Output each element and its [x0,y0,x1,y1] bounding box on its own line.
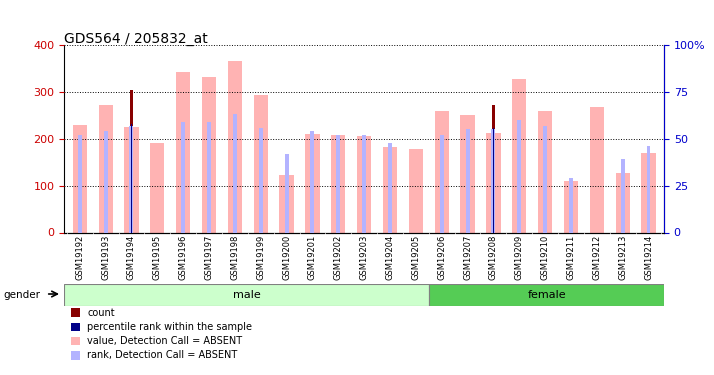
Bar [181,122,185,232]
Text: gender: gender [4,290,41,300]
Text: GSM19213: GSM19213 [618,235,627,280]
Text: GSM19208: GSM19208 [489,235,498,280]
Bar [73,124,87,232]
Text: GSM19200: GSM19200 [282,235,291,280]
Bar [176,72,191,232]
Bar [461,116,475,232]
Text: GSM19199: GSM19199 [256,235,265,280]
Bar [440,135,443,232]
Text: GSM19194: GSM19194 [127,235,136,280]
Bar [202,77,216,232]
Bar [590,107,604,232]
Text: GSM19198: GSM19198 [231,235,239,280]
Text: GSM19210: GSM19210 [540,235,550,280]
Text: GSM19214: GSM19214 [644,235,653,280]
Bar [517,120,521,232]
Bar [233,114,237,232]
Bar [569,178,573,232]
Text: male: male [233,290,261,300]
Text: GSM19204: GSM19204 [386,235,395,280]
Bar [131,124,132,232]
Bar [543,126,547,232]
Text: GSM19206: GSM19206 [437,235,446,280]
Text: GSM19201: GSM19201 [308,235,317,280]
Bar [99,105,113,232]
Bar [130,90,133,232]
Bar [646,146,650,232]
Bar [641,153,655,232]
Bar [383,147,397,232]
Text: female: female [528,290,566,300]
Text: rank, Detection Call = ABSENT: rank, Detection Call = ABSENT [87,350,237,360]
Bar [258,128,263,232]
Bar [620,159,625,232]
Bar [150,142,164,232]
Bar [388,142,392,232]
Text: GSM19205: GSM19205 [411,235,421,280]
Bar [466,129,470,232]
Text: GSM19197: GSM19197 [204,235,213,280]
Bar [362,135,366,232]
Bar [357,136,371,232]
Bar [228,62,242,232]
Bar [491,129,496,232]
Text: percentile rank within the sample: percentile rank within the sample [87,322,252,332]
Text: GSM19211: GSM19211 [566,235,575,280]
Bar [493,128,494,232]
Bar [78,135,82,232]
Bar [285,154,288,232]
Bar [486,133,501,232]
Bar [408,149,423,232]
Bar [564,181,578,232]
Bar [124,127,139,232]
Text: GSM19192: GSM19192 [75,235,84,280]
Text: GSM19209: GSM19209 [515,235,524,280]
Bar [492,105,495,232]
Bar [615,172,630,232]
Bar [306,134,320,232]
Text: GSM19193: GSM19193 [101,235,110,280]
Bar [538,111,552,232]
Text: GSM19195: GSM19195 [153,235,162,280]
Bar [129,126,134,232]
Bar [104,131,108,232]
Bar [512,79,526,232]
Text: value, Detection Call = ABSENT: value, Detection Call = ABSENT [87,336,242,346]
Bar [429,284,664,306]
Text: GSM19196: GSM19196 [178,235,188,280]
Bar [311,131,314,232]
Text: count: count [87,308,115,318]
Text: GDS564 / 205832_at: GDS564 / 205832_at [64,32,208,46]
Text: GSM19203: GSM19203 [360,235,368,280]
Text: GSM19202: GSM19202 [333,235,343,280]
Text: GSM19207: GSM19207 [463,235,472,280]
Bar [64,284,429,306]
Bar [331,135,346,232]
Text: GSM19212: GSM19212 [593,235,601,280]
Bar [279,175,293,232]
Bar [435,111,449,232]
Bar [207,122,211,232]
Bar [253,95,268,232]
Bar [336,135,341,232]
